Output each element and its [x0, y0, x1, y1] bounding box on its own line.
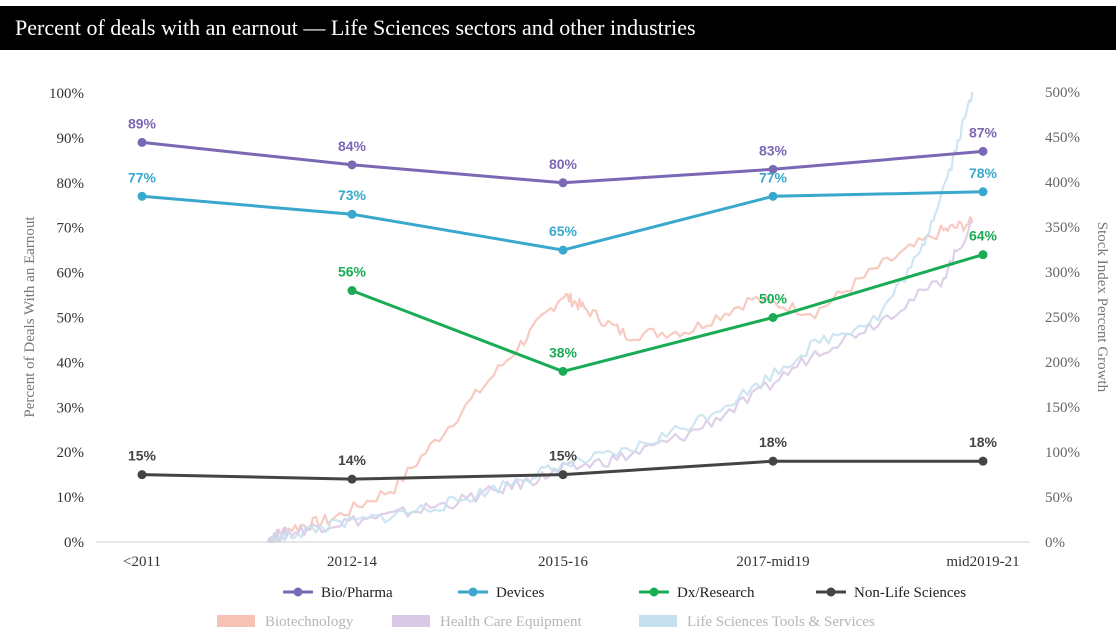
legend: Bio/Pharma Devices Dx/Research Non-Life Sci…: [217, 585, 966, 630]
y-tick-label: 100%: [49, 86, 84, 102]
data-label-dx-research: 50%: [759, 291, 788, 307]
legend-marker-devices: [468, 587, 478, 597]
y-tick-label: 60%: [57, 266, 85, 282]
y-tick-label: 90%: [57, 131, 85, 147]
data-point-bio-pharma: [137, 137, 147, 147]
data-point-bio-pharma: [347, 160, 357, 170]
legend-swatch-health-care-equipment: [392, 615, 430, 627]
legend-label-life-sciences-tools-services: Life Sciences Tools & Services: [687, 614, 875, 630]
legend-label-devices: Devices: [496, 585, 544, 601]
data-label-non-life-sciences: 15%: [549, 448, 578, 464]
chart-title-bar: Percent of deals with an earnout — Life …: [0, 6, 1116, 50]
data-point-non-life-sciences: [137, 470, 147, 480]
legend-swatch-biotechnology: [217, 615, 255, 627]
x-tick-label: <2011: [123, 554, 161, 570]
chart-title: Percent of deals with an earnout — Life …: [15, 15, 696, 40]
y-tick-label: 30%: [57, 400, 85, 416]
data-point-non-life-sciences: [347, 474, 357, 484]
data-point-dx-research: [558, 366, 568, 376]
y-tick-label: 10%: [57, 490, 85, 506]
y-tick-label: 0%: [64, 535, 84, 551]
data-label-bio-pharma: 84%: [338, 138, 367, 154]
y2-tick-label: 350%: [1045, 220, 1080, 236]
data-point-devices: [558, 245, 568, 255]
data-point-bio-pharma: [558, 178, 568, 188]
data-point-devices: [347, 209, 357, 219]
data-point-dx-research: [978, 250, 988, 260]
data-label-dx-research: 38%: [549, 344, 578, 360]
legend-marker-dx-research: [649, 587, 659, 597]
data-point-non-life-sciences: [978, 456, 988, 466]
data-label-devices: 78%: [969, 165, 998, 181]
data-label-non-life-sciences: 15%: [128, 448, 157, 464]
legend-marker-non-life-sciences: [826, 587, 836, 597]
x-tick-label: 2015-16: [538, 554, 588, 570]
data-label-non-life-sciences: 14%: [338, 452, 367, 468]
y-tick-label: 40%: [57, 355, 85, 371]
data-label-non-life-sciences: 18%: [759, 434, 788, 450]
y-axis-title: Percent of Deals With an Earnout: [22, 216, 38, 418]
data-label-bio-pharma: 80%: [549, 156, 578, 172]
series-line-dx-research: [351, 253, 984, 373]
data-label-dx-research: 64%: [969, 228, 998, 244]
data-point-bio-pharma: [978, 146, 988, 156]
background-series-layer: [266, 91, 974, 544]
y2-tick-label: 450%: [1045, 130, 1080, 146]
series-line-devices: [141, 190, 984, 252]
data-point-dx-research: [347, 286, 357, 296]
y2-tick-label: 150%: [1045, 400, 1080, 416]
y2-tick-label: 100%: [1045, 445, 1080, 461]
data-label-devices: 73%: [338, 187, 367, 203]
data-point-devices: [768, 191, 778, 201]
data-label-devices: 65%: [549, 223, 578, 239]
data-label-devices: 77%: [759, 169, 788, 185]
y2-tick-label: 400%: [1045, 175, 1080, 191]
y-tick-label: 20%: [57, 445, 85, 461]
x-tick-label: 2017-mid19: [736, 554, 809, 570]
y2-tick-label: 250%: [1045, 310, 1080, 326]
y2-tick-label: 500%: [1045, 85, 1080, 101]
data-point-non-life-sciences: [768, 456, 778, 466]
legend-label-biotechnology: Biotechnology: [265, 614, 354, 630]
data-label-bio-pharma: 89%: [128, 115, 157, 131]
data-label-bio-pharma: 87%: [969, 124, 998, 140]
x-tick-label: 2012-14: [327, 554, 377, 570]
y2-tick-label: 300%: [1045, 265, 1080, 281]
data-label-dx-research: 56%: [338, 264, 367, 280]
data-point-devices: [978, 187, 988, 197]
legend-swatch-life-sciences-tools-services: [639, 615, 677, 627]
axes-layer: 0% 10% 20% 30% 40% 50% 60% 70% 80% 90% 100% 0% 50% 10…: [22, 85, 1110, 570]
data-point-non-life-sciences: [558, 470, 568, 480]
data-label-non-life-sciences: 18%: [969, 434, 998, 450]
legend-label-non-life-sciences: Non-Life Sciences: [854, 585, 966, 601]
y2-tick-label: 200%: [1045, 355, 1080, 371]
background-line-health-care-equipment: [266, 221, 973, 544]
y-tick-label: 70%: [57, 221, 85, 237]
data-point-dx-research: [768, 313, 778, 322]
y-tick-label: 80%: [57, 176, 85, 192]
y2-axis-title: Stock Index Percent Growth: [1094, 222, 1110, 393]
y2-tick-label: 50%: [1045, 490, 1073, 506]
legend-label-health-care-equipment: Health Care Equipment: [440, 614, 582, 630]
x-tick-label: mid2019-21: [946, 554, 1019, 570]
data-point-bio-pharma: [768, 164, 778, 174]
data-label-bio-pharma: 83%: [759, 142, 788, 158]
series-layer: 89% 84% 80% 83% 87% 77% 73% 65% 77% 78% 56% 38% 50% 6…: [128, 115, 998, 484]
y2-tick-label: 0%: [1045, 535, 1065, 551]
legend-marker-bio-pharma: [293, 587, 303, 597]
y-tick-label: 50%: [57, 311, 85, 327]
data-label-devices: 77%: [128, 169, 157, 185]
data-point-devices: [137, 191, 147, 201]
background-line-life-sciences-tools-services: [267, 91, 974, 544]
background-line-biotechnology: [267, 215, 974, 544]
legend-label-dx-research: Dx/Research: [677, 585, 755, 601]
legend-label-bio-pharma: Bio/Pharma: [321, 585, 393, 601]
